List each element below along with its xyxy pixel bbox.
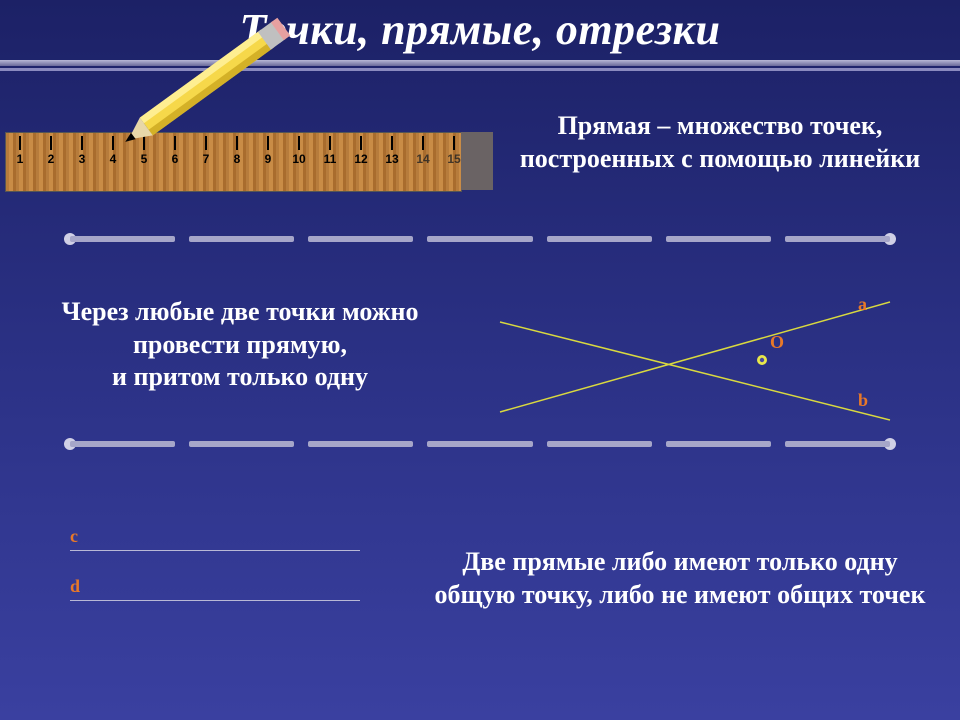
ruler-tick xyxy=(236,136,238,150)
ruler-number: 10 xyxy=(292,152,305,166)
ruler-number: 7 xyxy=(203,152,210,166)
line-c xyxy=(70,550,360,551)
ruler-number: 14 xyxy=(416,152,429,166)
ruler-tick xyxy=(81,136,83,150)
divider-dash xyxy=(308,236,413,242)
line-label-a: а xyxy=(858,294,867,315)
ruler-number: 1 xyxy=(17,152,24,166)
divider-1 xyxy=(70,235,890,243)
title-underline-thick xyxy=(0,60,960,66)
divider-dash xyxy=(666,236,771,242)
ruler-number: 6 xyxy=(172,152,179,166)
line-label-c: с xyxy=(70,526,78,547)
ruler-tick xyxy=(422,136,424,150)
ruler-tick xyxy=(391,136,393,150)
divider-dash xyxy=(785,441,890,447)
divider-dash xyxy=(189,236,294,242)
ruler-illustration: 123456789101112131415 xyxy=(5,132,493,190)
ruler-number: 3 xyxy=(79,152,86,166)
line-d xyxy=(70,600,360,601)
ruler-number: 2 xyxy=(48,152,55,166)
divider-dash xyxy=(189,441,294,447)
divider-2 xyxy=(70,440,890,448)
ruler-tick xyxy=(19,136,21,150)
axiom2-text: Две прямые либо имеют только одну общую … xyxy=(420,546,940,611)
ruler-number: 15 xyxy=(447,152,460,166)
ruler-tick xyxy=(174,136,176,150)
slide-title: Точки, прямые, отрезки xyxy=(0,4,960,55)
ruler-tick xyxy=(112,136,114,150)
ruler-tick xyxy=(50,136,52,150)
divider-dash xyxy=(547,441,652,447)
divider-dash xyxy=(785,236,890,242)
ruler-number: 4 xyxy=(110,152,117,166)
ruler-tick xyxy=(298,136,300,150)
axiom1-text: Через любые две точки можно провести пря… xyxy=(20,296,460,394)
ruler-number: 13 xyxy=(385,152,398,166)
line-label-b: b xyxy=(858,390,868,411)
ruler-tick xyxy=(205,136,207,150)
title-underline-thin xyxy=(0,68,960,71)
ruler-tick xyxy=(329,136,331,150)
intersecting-lines-diagram xyxy=(490,290,920,430)
divider-dash xyxy=(308,441,413,447)
ruler-number: 8 xyxy=(234,152,241,166)
divider-dash xyxy=(427,236,532,242)
ruler-number: 12 xyxy=(354,152,367,166)
ruler-extension xyxy=(461,132,493,190)
divider-dash xyxy=(70,236,175,242)
divider-dash xyxy=(427,441,532,447)
divider-dash xyxy=(666,441,771,447)
divider-dash xyxy=(547,236,652,242)
line-label-d: d xyxy=(70,576,80,597)
ruler-tick xyxy=(360,136,362,150)
divider-dash xyxy=(70,441,175,447)
parallel-lines-diagram: с d xyxy=(60,520,400,630)
ruler-tick xyxy=(267,136,269,150)
ruler-tick xyxy=(453,136,455,150)
ruler-number: 11 xyxy=(324,152,337,166)
definition-text: Прямая – множество точек, построенных с … xyxy=(490,110,950,175)
ruler-number: 9 xyxy=(265,152,272,166)
point-label-O: О xyxy=(770,332,784,353)
